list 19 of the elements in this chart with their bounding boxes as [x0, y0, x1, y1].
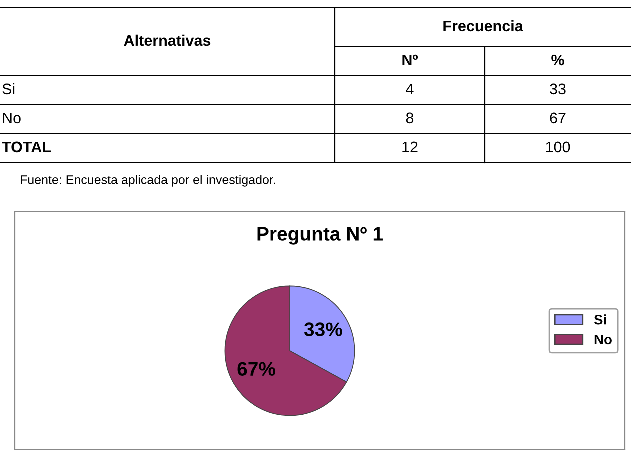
data-label: 12: [402, 142, 418, 152]
text: Nº: [402, 54, 418, 66]
text: Alternativas: [124, 34, 211, 46]
data-label: 8: [406, 112, 414, 124]
legend-label: Si: [594, 314, 606, 325]
data-label: 33: [550, 84, 566, 95]
data-label: 100: [546, 142, 570, 153]
chart-title: Pregunta Nº 1: [258, 227, 383, 245]
text: %: [552, 54, 564, 66]
legend-label: No: [594, 334, 612, 345]
data-label: 33%: [304, 322, 342, 336]
data-label: 4: [406, 84, 414, 94]
category-label: Si: [2, 83, 15, 95]
legend-title: Frecuencia: [444, 20, 524, 32]
data-label: 67: [550, 112, 566, 124]
data-label: 67%: [238, 362, 276, 376]
category-label: No: [3, 112, 21, 124]
category-label: TOTAL: [2, 142, 52, 153]
source-note: Fuente: Encuesta aplicada por el investigador.: [21, 175, 276, 187]
